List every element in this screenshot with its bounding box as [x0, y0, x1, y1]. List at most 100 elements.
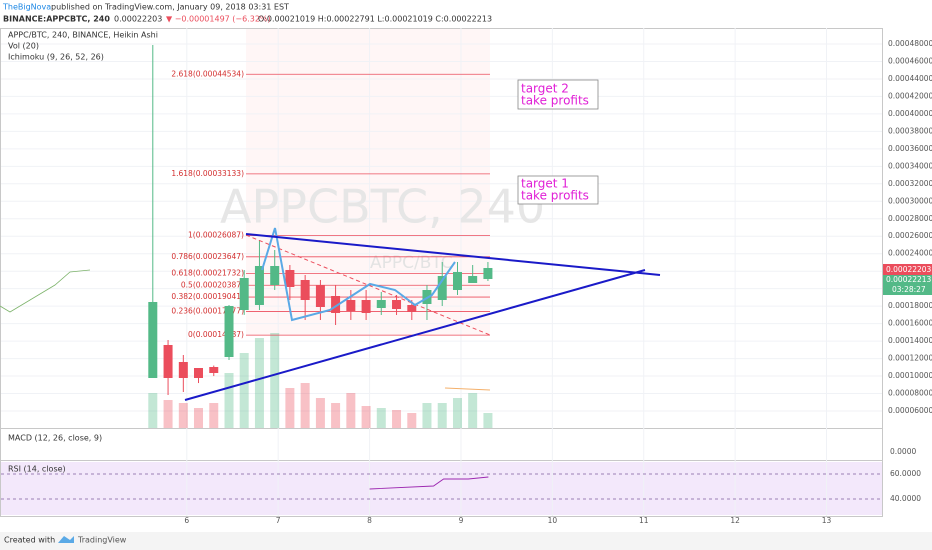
candle-body	[224, 305, 234, 358]
candle-body	[468, 275, 478, 283]
volume-bar	[239, 353, 249, 428]
legend-vol: Vol (20)	[8, 42, 39, 51]
candle-body	[437, 275, 447, 300]
symbol: BINANCE:APPCBTC, 240	[3, 15, 110, 24]
fib-label: 0.5(0.00020387)	[181, 280, 244, 289]
volume-bar	[193, 408, 203, 428]
target-text: take profits	[521, 94, 589, 108]
candle-body	[285, 269, 295, 287]
candle-body	[407, 304, 417, 312]
logo	[58, 536, 74, 543]
volume-bar	[254, 338, 264, 428]
candle-body	[315, 284, 325, 307]
rsi-tick-label: 40.0000	[890, 494, 921, 503]
watermark: APPCBTC, 240	[220, 180, 545, 234]
target-text: target 2	[521, 82, 569, 96]
legend-main: APPC/BTC, 240, BINANCE, Heikin Ashi	[8, 31, 158, 40]
price-tag	[883, 264, 932, 275]
y-tick-label: 0.00014000	[888, 336, 932, 345]
watermark-small: APPC/BTC	[370, 253, 453, 273]
volume-bar	[148, 393, 158, 428]
y-tick-label: 0.00016000	[888, 319, 932, 328]
candle-body	[300, 279, 310, 300]
price-tag-text: 0.00022203	[886, 265, 932, 274]
volume-bar	[315, 398, 325, 428]
y-tick-label: 0.00008000	[888, 389, 932, 398]
rsi-title: RSI (14, close)	[8, 465, 66, 474]
volume-bar	[376, 408, 386, 428]
y-tick-label: 0.00036000	[888, 144, 932, 153]
candle-body	[254, 265, 264, 305]
candle-body	[178, 361, 188, 378]
fib-label: 1.618(0.00033133)	[171, 169, 244, 178]
y-tick-label: 0.00018000	[888, 301, 932, 310]
y-tick-label: 0.00048000	[888, 39, 932, 48]
volume-bar	[483, 413, 493, 428]
rsi-pane	[0, 460, 883, 517]
volume-bar	[209, 403, 219, 428]
volume-bar	[224, 373, 234, 428]
y-tick-label: 0.00042000	[888, 91, 932, 100]
x-tick-label: 6	[184, 516, 189, 525]
y-tick-label: 0.00032000	[888, 179, 932, 188]
x-tick-label: 7	[276, 516, 281, 525]
x-tick-label: 10	[548, 516, 558, 525]
candle-body	[239, 277, 249, 310]
fib-label: 0.382(0.00019041)	[171, 292, 244, 301]
y-tick-label: 0.00028000	[888, 214, 932, 223]
volume-bar	[300, 383, 310, 428]
volume-bar	[285, 388, 295, 428]
fib-label: 1(0.00026087)	[188, 230, 244, 239]
y-tick-label: 0.00030000	[888, 196, 932, 205]
y-tick-label: 0.00034000	[888, 161, 932, 170]
x-tick-label: 9	[459, 516, 464, 525]
candle-body	[361, 300, 371, 313]
footer-brand[interactable]: TradingView	[77, 536, 127, 545]
x-tick-label: 13	[822, 516, 832, 525]
candle-body	[193, 368, 203, 378]
fib-label: 0.236(0.00017377)	[171, 307, 244, 316]
target-text: target 1	[521, 177, 569, 191]
price-tag	[883, 285, 932, 295]
volume-ma	[444, 387, 491, 391]
volume-bar	[331, 403, 341, 428]
ichimoku-line	[0, 269, 91, 313]
volume-bar	[452, 398, 462, 428]
target-text: take profits	[521, 189, 589, 203]
y-tick-label: 0.00010000	[888, 371, 932, 380]
candle-body	[376, 300, 386, 308]
change: ▼ −0.00001497 (−6.32%)	[166, 15, 271, 24]
footer	[0, 532, 932, 550]
y-tick-label: 0.00044000	[888, 74, 932, 83]
volume-bar	[468, 393, 478, 428]
candle-body	[209, 366, 219, 374]
macd-tick: 0.0000	[890, 447, 916, 456]
price-tag-text: 0.00022213	[886, 275, 932, 284]
volume-bar	[422, 403, 432, 428]
target-box	[517, 79, 599, 110]
y-tick-label: 0.00040000	[888, 109, 932, 118]
fib-label: 0.786(0.00023647)	[171, 252, 244, 261]
target-box	[517, 175, 599, 205]
candle-body	[270, 265, 280, 285]
rsi-line	[369, 476, 489, 490]
candle-body	[483, 268, 493, 279]
price-tag-text: 03:28:27	[892, 285, 926, 294]
volume-bar	[178, 403, 188, 428]
x-tick-label: 12	[730, 516, 740, 525]
volume-bar	[437, 403, 447, 428]
fib-label: 0(0.00014687)	[188, 330, 244, 339]
candle-body	[346, 300, 356, 311]
x-tick-label: 8	[367, 516, 372, 525]
volume-bar	[346, 393, 356, 428]
price-tag	[883, 275, 932, 285]
wave-line	[261, 227, 456, 322]
candle-body	[452, 271, 462, 290]
legend-ichimoku: Ichimoku (9, 26, 52, 26)	[8, 53, 104, 62]
y-tick-label: 0.00046000	[888, 56, 932, 65]
fib-label: 0.618(0.00021732)	[171, 269, 244, 278]
y-tick-label: 0.00006000	[888, 406, 932, 415]
y-tick-label: 0.00024000	[888, 249, 932, 258]
author[interactable]: TheBigNova	[2, 3, 51, 12]
